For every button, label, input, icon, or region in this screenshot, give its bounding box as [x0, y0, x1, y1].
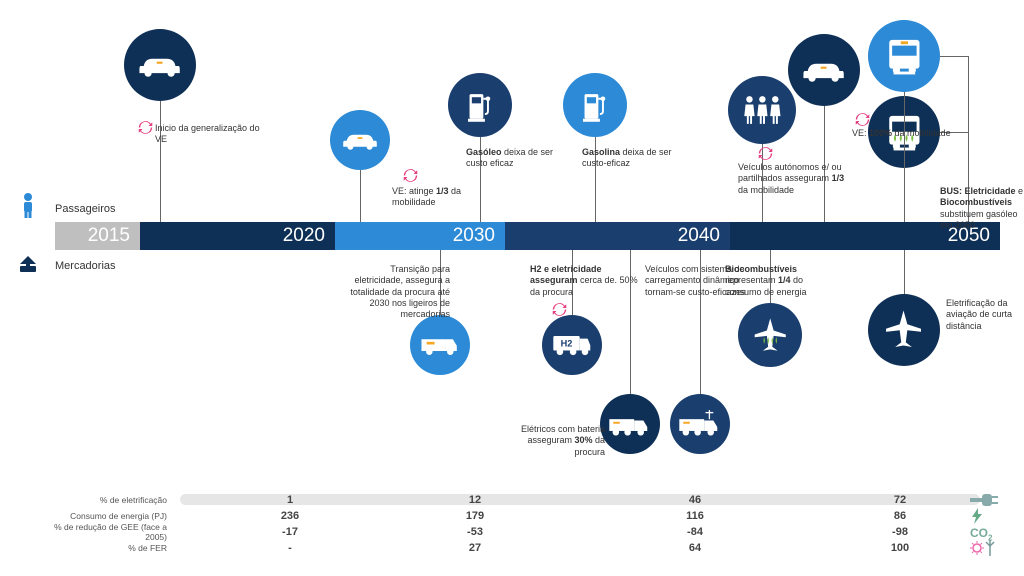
- timeline-segment-2040: 2040: [505, 222, 730, 250]
- table-cell: 1: [250, 494, 330, 506]
- table-row-label: % de FER: [30, 543, 175, 553]
- ann-2040a: Gasolina deixa de ser custo-eficaz: [582, 147, 692, 170]
- timeline-segment-2015: 2015: [55, 222, 140, 250]
- pump-2030: [448, 73, 512, 137]
- plane-2040: [738, 303, 802, 367]
- table-cell: 72: [860, 494, 940, 506]
- ann-elec30: Elétricos com bateria asseguram 30% da p…: [520, 424, 605, 458]
- passenger-label: Passageiros: [55, 203, 116, 215]
- sun-wind-icon: [970, 540, 998, 556]
- connector: [940, 56, 968, 57]
- table-cell: 46: [655, 494, 735, 506]
- data-table: % de eletrificação 1 12 46 72 Consumo de ener…: [30, 492, 1014, 556]
- table-cell: -98: [860, 526, 940, 538]
- ann-2020b: Transição para eletricidade, assegura a …: [340, 264, 450, 320]
- table-cell: 64: [655, 542, 735, 554]
- table-row: % de redução de GEE (face a 2005) -17 -53 -…: [30, 524, 1014, 540]
- ann-2030a: Gasóleo deixa de ser custo eficaz: [466, 147, 576, 170]
- h2-2030: H2: [542, 315, 602, 375]
- car-2050: [788, 34, 860, 106]
- passenger-icon: [18, 192, 38, 218]
- sync-icon: [403, 168, 417, 182]
- plug-icon: [970, 492, 1000, 508]
- timeline-segment-2030: 2030: [335, 222, 505, 250]
- ann-100: VE: 100% da mobilidade: [852, 128, 951, 139]
- sync-icon: [758, 146, 772, 160]
- car-2015: [124, 29, 196, 101]
- ann-2015: Inicio da generalização do VE: [155, 123, 265, 146]
- table-cell: 100: [860, 542, 940, 554]
- plane-2050: [868, 294, 940, 366]
- sync-icon: [138, 120, 152, 134]
- table-cell: 179: [435, 510, 515, 522]
- table-row: % de eletrificação 1 12 46 72: [30, 492, 1014, 508]
- bus1-2050: [868, 20, 940, 92]
- car-2020: [330, 110, 390, 170]
- connector: [904, 250, 905, 294]
- table-row-label: % de redução de GEE (face a 2005): [30, 522, 175, 542]
- ann-bus: BUS: Eletricidade e Biocombustíveis subs…: [940, 186, 1024, 231]
- freight-label: Mercadorias: [55, 260, 116, 272]
- table-cell: -53: [435, 526, 515, 538]
- connector: [160, 101, 161, 222]
- ann-h2: H2 e eletricidade asseguram cerca de. 50…: [530, 264, 640, 298]
- bolt-icon: [970, 508, 984, 524]
- timeline-segment-2020: 2020: [140, 222, 335, 250]
- table-cell: -84: [655, 526, 735, 538]
- sync-icon: [855, 112, 869, 126]
- sync-icon: [552, 302, 566, 316]
- freight-icon: [18, 256, 38, 274]
- table-cell: -17: [250, 526, 330, 538]
- table-cell: 12: [435, 494, 515, 506]
- ann-aviation: Eletrificação da aviação de curta distân…: [946, 298, 1024, 332]
- connector: [904, 168, 905, 222]
- ann-2020a: VE: atinge 1/3 da mobilidade: [392, 186, 502, 209]
- connector: [360, 170, 361, 222]
- ann-bio: Biocombustíveis representam 1/4 do consu…: [725, 264, 835, 298]
- table-cell: 27: [435, 542, 515, 554]
- table-row: Consumo de energia (PJ) 236 179 116 86: [30, 508, 1014, 524]
- svg-text:H2: H2: [561, 339, 573, 349]
- table-row: % de FER - 27 64 100: [30, 540, 1014, 556]
- table-row-label: Consumo de energia (PJ): [30, 511, 175, 521]
- ann-auto: Veículos autónomos e/ ou partilhados ass…: [738, 162, 848, 196]
- truck-2040a: [600, 394, 660, 454]
- table-row-label: % de eletrificação: [30, 495, 175, 505]
- table-cell: 86: [860, 510, 940, 522]
- table-cell: -: [250, 542, 330, 554]
- table-cell: 116: [655, 510, 735, 522]
- truck-2040b: [670, 394, 730, 454]
- pump-2040: [563, 73, 627, 137]
- people-2040: [728, 76, 796, 144]
- table-cell: 236: [250, 510, 330, 522]
- van-2030: [410, 315, 470, 375]
